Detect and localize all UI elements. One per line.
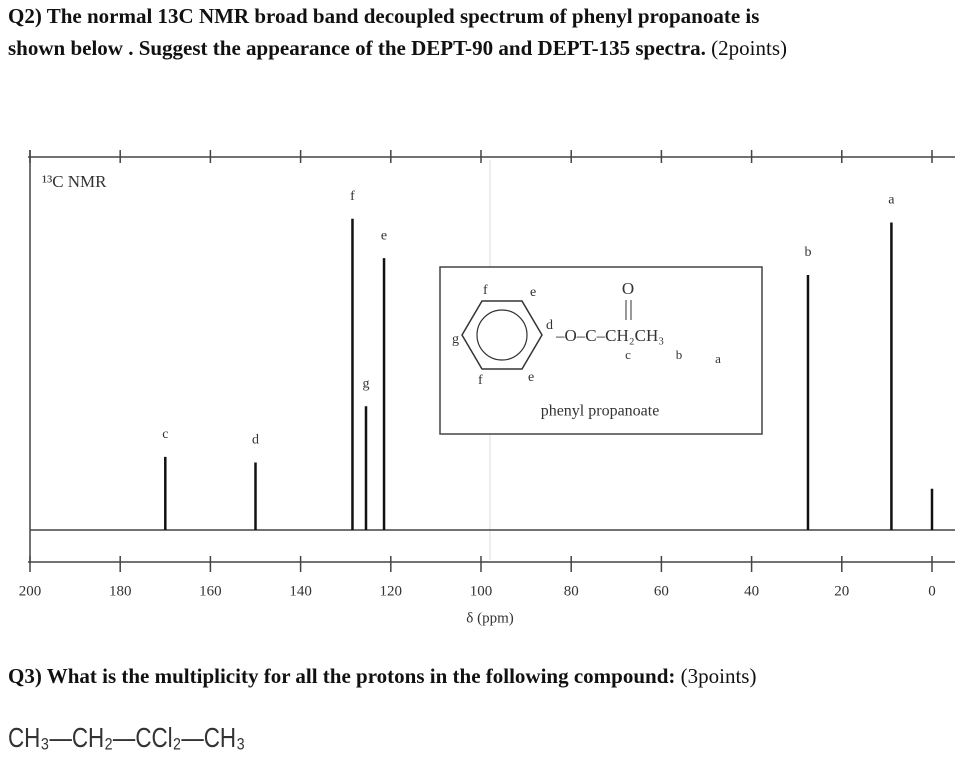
q3-text: Q3) What is the multiplicity for all the… bbox=[8, 664, 756, 689]
x-tick-label: 100 bbox=[470, 583, 493, 599]
chart-title: ¹³C NMR bbox=[42, 172, 107, 191]
peak-label: g bbox=[362, 376, 369, 391]
q3-points: (3points) bbox=[680, 664, 757, 688]
x-tick-label: 140 bbox=[289, 583, 312, 599]
x-tick-label: 160 bbox=[199, 583, 222, 599]
chain-label: b bbox=[676, 347, 683, 362]
chain-label: a bbox=[715, 351, 721, 366]
q3-formula: CH₃—CH₂—CCl₂—CH₃ bbox=[8, 722, 246, 753]
x-tick-label: 200 bbox=[19, 583, 42, 599]
x-tick-label: 20 bbox=[834, 583, 849, 599]
x-tick-label: 0 bbox=[928, 583, 936, 599]
q2-line: Q2) The normal 13C NMR broad band decoup… bbox=[8, 4, 760, 28]
q2-points: (2points) bbox=[711, 36, 787, 60]
spectrum: ¹³C NMR δ (ppm) f e g d f e O –O–C–CH₂CH… bbox=[19, 150, 955, 626]
chain-label: c bbox=[625, 347, 631, 362]
carbonyl-o: O bbox=[622, 279, 634, 298]
compound-name: phenyl propanoate bbox=[541, 403, 660, 420]
x-tick-label: 60 bbox=[654, 583, 669, 599]
q2-line: shown below . Suggest the appearance of … bbox=[8, 36, 787, 61]
ring-label: e bbox=[530, 285, 536, 300]
x-tick-label: 120 bbox=[380, 583, 403, 599]
ring-label: e bbox=[528, 370, 534, 385]
peak-label: b bbox=[804, 245, 811, 260]
ring-label: f bbox=[483, 283, 488, 298]
peak-label: a bbox=[888, 193, 895, 208]
peak-label: f bbox=[350, 189, 355, 204]
peak-label: e bbox=[381, 228, 387, 243]
x-tick-label: 180 bbox=[109, 583, 132, 599]
q3-question: Q3) What is the multiplicity for all the… bbox=[8, 664, 676, 688]
peak-label: c bbox=[162, 427, 168, 442]
x-axis-label: δ (ppm) bbox=[466, 610, 513, 626]
x-tick-label: 80 bbox=[564, 583, 579, 599]
ring-label: d bbox=[546, 318, 553, 333]
chain: –O–C–CH₂CH₃ bbox=[555, 326, 664, 345]
ring-label: g bbox=[452, 332, 459, 347]
q2-line-text: shown below . Suggest the appearance of … bbox=[8, 36, 706, 60]
x-tick-label: 40 bbox=[744, 583, 759, 599]
ring-label: f bbox=[478, 373, 483, 388]
peak-label: d bbox=[252, 433, 259, 448]
